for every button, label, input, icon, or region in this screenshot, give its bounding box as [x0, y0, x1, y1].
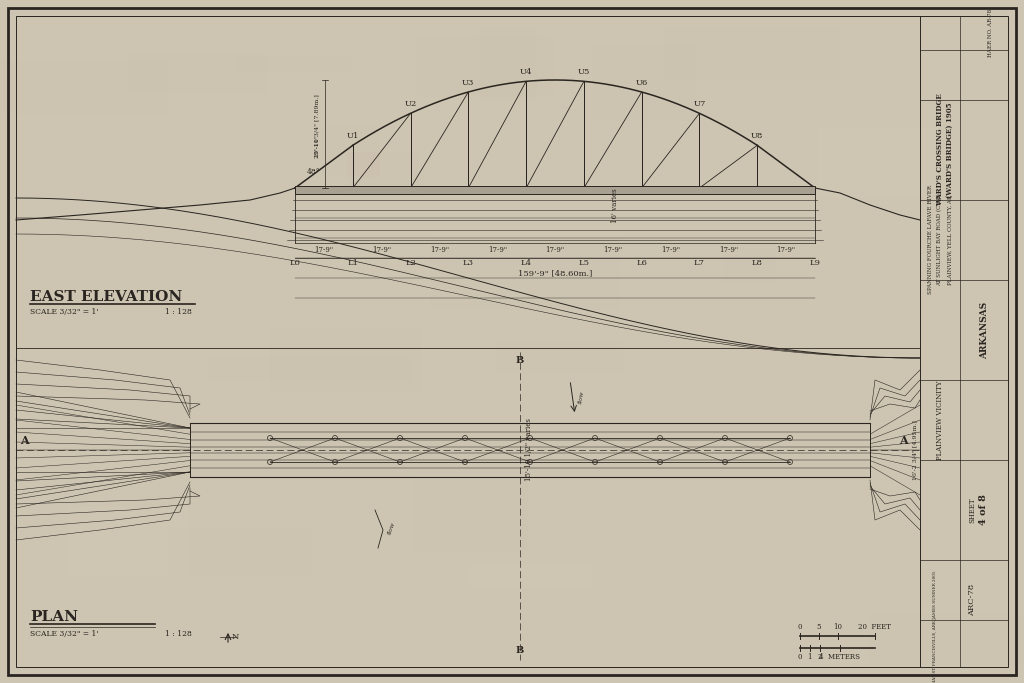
Text: 4 of 8: 4 of 8: [980, 494, 988, 525]
Text: 20  FEET: 20 FEET: [858, 623, 892, 631]
Text: 0: 0: [798, 623, 802, 631]
Bar: [468, 564, 591, 587]
Text: U5: U5: [578, 68, 590, 76]
Bar: [723, 248, 775, 284]
Text: 19'-11": 19'-11": [314, 135, 319, 157]
Text: L4: L4: [520, 259, 531, 267]
Text: L0: L0: [290, 259, 300, 267]
Text: L6: L6: [636, 259, 647, 267]
Bar: [868, 614, 1024, 665]
Text: ARC-78: ARC-78: [968, 584, 976, 616]
Text: L3: L3: [463, 259, 474, 267]
Bar: [517, 110, 698, 189]
Text: 4  METERS: 4 METERS: [819, 653, 860, 661]
Text: 48°: 48°: [307, 168, 321, 176]
Bar: [322, 126, 380, 177]
Text: WARD'S CROSSING BRIDGE: WARD'S CROSSING BRIDGE: [936, 94, 944, 206]
Bar: [496, 339, 624, 374]
Text: 17-9": 17-9": [776, 246, 796, 254]
Text: U1: U1: [346, 133, 359, 140]
Text: 17-9": 17-9": [430, 246, 449, 254]
Text: 17-9": 17-9": [372, 246, 391, 254]
Text: (WARD'S BRIDGE) 1905: (WARD'S BRIDGE) 1905: [946, 102, 954, 198]
Bar: [190, 423, 870, 477]
Bar: [417, 36, 554, 97]
Bar: [664, 27, 841, 81]
Text: ARKANSAS: ARKANSAS: [981, 301, 989, 359]
Text: U4: U4: [520, 68, 532, 76]
Text: PLAINVIEW, YELL COUNTY, AR: PLAINVIEW, YELL COUNTY, AR: [947, 195, 952, 285]
Text: N: N: [232, 633, 240, 641]
Text: U8: U8: [751, 133, 764, 140]
Text: 10: 10: [833, 623, 842, 631]
Text: SCALE 3/32" = 1': SCALE 3/32" = 1': [30, 630, 98, 638]
Text: 17-9": 17-9": [314, 246, 334, 254]
Text: 1 : 128: 1 : 128: [165, 308, 191, 316]
Text: 16'-2 3/4" [4.95m.]: 16'-2 3/4" [4.95m.]: [912, 420, 918, 480]
Text: U2: U2: [404, 100, 417, 109]
Text: 17-9": 17-9": [487, 246, 507, 254]
Text: B: B: [516, 646, 524, 655]
Text: SCALE 3/32" = 1': SCALE 3/32" = 1': [30, 308, 98, 316]
Bar: [818, 128, 938, 197]
Text: HAER NO. AR-78: HAER NO. AR-78: [987, 9, 992, 57]
Bar: [295, 186, 815, 194]
Text: AT SUNLIGHT BAY ROAD (CR 8): AT SUNLIGHT BAY ROAD (CR 8): [937, 193, 942, 286]
Text: EAST ELEVATION: EAST ELEVATION: [30, 290, 182, 304]
Bar: [1, 60, 169, 114]
Bar: [128, 54, 267, 92]
Text: B: B: [516, 356, 524, 365]
Bar: [270, 328, 423, 392]
Text: L5: L5: [579, 259, 590, 267]
Text: 2: 2: [817, 653, 821, 661]
Bar: [593, 45, 697, 121]
Bar: [311, 604, 398, 675]
Text: 1 : 128: 1 : 128: [165, 630, 191, 638]
Text: L7: L7: [694, 259, 705, 267]
Text: 25'-10 3/4" [7.89m.]: 25'-10 3/4" [7.89m.]: [314, 94, 319, 158]
Text: 5: 5: [816, 623, 821, 631]
Text: L9: L9: [810, 259, 820, 267]
Text: 17-9": 17-9": [719, 246, 738, 254]
Bar: [309, 211, 403, 238]
Bar: [207, 357, 411, 382]
Bar: [799, 438, 983, 524]
Text: PLAINVIEW VICINITY: PLAINVIEW VICINITY: [936, 380, 944, 460]
Text: SPANNING FOURCHE LAFAVE RIVER: SPANNING FOURCHE LAFAVE RIVER: [928, 186, 933, 294]
Text: PLAN: PLAN: [30, 610, 78, 624]
Text: 1: 1: [808, 653, 812, 661]
Bar: [413, 468, 527, 550]
Text: A: A: [899, 435, 908, 446]
Text: U7: U7: [693, 100, 706, 109]
Text: 16' varies: 16' varies: [611, 189, 618, 223]
Text: 17-9": 17-9": [603, 246, 623, 254]
Bar: [167, 528, 312, 576]
Text: 159'-9" [48.60m.]: 159'-9" [48.60m.]: [518, 269, 592, 277]
Text: L1: L1: [347, 259, 358, 267]
Text: 17-9": 17-9": [662, 246, 680, 254]
Text: 17-9": 17-9": [546, 246, 564, 254]
Text: flow: flow: [578, 391, 586, 404]
Text: A: A: [20, 435, 29, 446]
Bar: [238, 57, 353, 72]
Text: SHEET: SHEET: [968, 497, 976, 522]
Text: 0: 0: [798, 653, 802, 661]
Text: U6: U6: [636, 79, 648, 87]
Text: 15'-10 1/2" varies: 15'-10 1/2" varies: [525, 419, 534, 482]
Text: U3: U3: [462, 79, 474, 87]
Text: L2: L2: [406, 259, 416, 267]
Text: DRAWN BY: THOMAS ST. FRANCISVILLE, ARK JAMES SUMNER 2005: DRAWN BY: THOMAS ST. FRANCISVILLE, ARK J…: [933, 570, 937, 683]
Text: L8: L8: [752, 259, 763, 267]
Bar: [440, 620, 508, 683]
Bar: [430, 238, 621, 311]
Bar: [479, 26, 537, 100]
Text: flow: flow: [387, 521, 396, 535]
Bar: [347, 152, 419, 197]
Bar: [69, 507, 187, 576]
